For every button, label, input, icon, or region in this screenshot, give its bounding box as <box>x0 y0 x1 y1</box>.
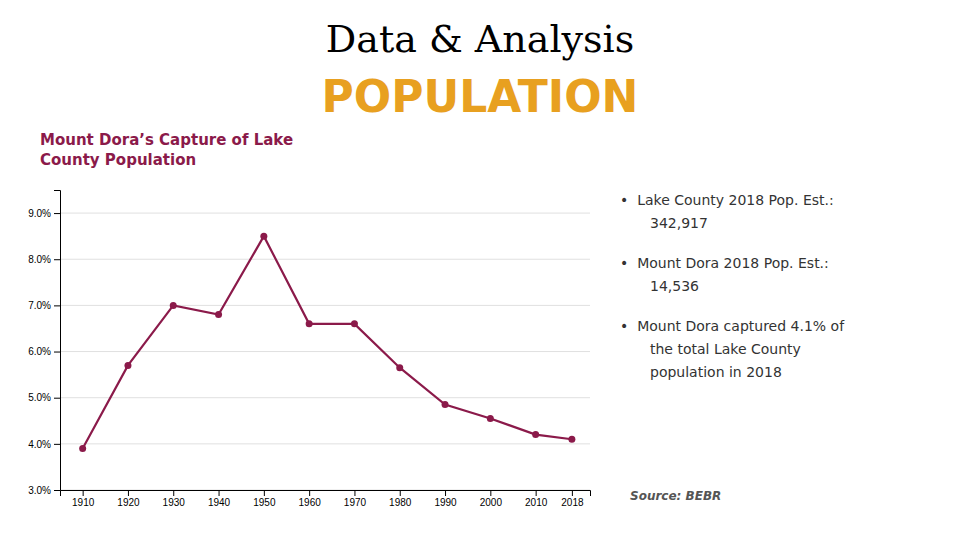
tick-label: 6.0% <box>28 346 51 357</box>
x-axis: 1910 1920 1930 1940 1950 1960 1970 1980 1990 2000… <box>61 490 591 508</box>
tick-label: 1940 <box>208 497 231 508</box>
source: Source: BEBR <box>630 489 721 503</box>
tick: 1990 <box>434 490 457 508</box>
point <box>124 362 131 369</box>
tick: 8.0% <box>28 254 60 265</box>
tick: 9.0% <box>28 208 60 219</box>
annotation: • Mount Dora captured 4.1% of <box>620 318 845 334</box>
tick-mark <box>490 490 491 496</box>
tick: 2000 <box>480 490 503 508</box>
axis-line <box>54 191 61 491</box>
tick: 4.0% <box>28 439 60 450</box>
annotation: the total Lake County <box>650 341 801 357</box>
tick: 5.0% <box>28 392 60 403</box>
point <box>568 436 575 443</box>
tick-label: 3.0% <box>28 485 51 496</box>
point <box>170 302 177 309</box>
grid-line <box>60 213 590 214</box>
point <box>351 320 358 327</box>
tick-mark <box>128 490 129 496</box>
point <box>306 320 313 327</box>
point <box>79 445 86 452</box>
tick-label: 4.0% <box>28 439 51 450</box>
tick: 1980 <box>389 490 412 508</box>
tick: 7.0% <box>28 300 60 311</box>
annotation: POPULATION <box>322 71 639 122</box>
tick-label: 8.0% <box>28 254 51 265</box>
point <box>487 415 494 422</box>
point <box>260 233 267 240</box>
tick-mark <box>536 490 537 496</box>
annotation: • Lake County 2018 Pop. Est.: <box>620 192 834 208</box>
tick-label: 9.0% <box>28 208 51 219</box>
grid-line <box>60 397 590 398</box>
tick-mark <box>54 398 60 399</box>
line <box>83 236 572 448</box>
chart: Data & Analysis POPULATION Mount Dora’s Ca… <box>0 0 960 540</box>
grid-line <box>60 305 590 306</box>
tick-label: 1930 <box>163 497 186 508</box>
tick-label: 1950 <box>253 497 276 508</box>
grid-line <box>60 259 590 260</box>
point <box>215 311 222 318</box>
tick-mark <box>400 490 401 496</box>
y-axis: 3.0% 4.0% 5.0% 6.0% 7.0% 8.0% 9.0% <box>28 191 60 496</box>
tick-label: 2010 <box>525 497 548 508</box>
tick-mark <box>219 490 220 496</box>
tick-mark <box>54 352 60 353</box>
tick: 2010 <box>525 490 548 508</box>
tick-mark <box>572 490 573 496</box>
tick-label: 1970 <box>344 497 367 508</box>
tick: 3.0% <box>28 485 60 496</box>
point <box>532 431 539 438</box>
tick: 1970 <box>344 490 367 508</box>
tick-mark <box>354 490 355 496</box>
tick-mark <box>445 490 446 496</box>
tick-mark <box>54 490 60 491</box>
tick-mark <box>309 490 310 496</box>
subtitle: Mount Dora’s Capture of Lake <box>40 131 293 149</box>
annotation: 14,536 <box>650 278 699 294</box>
axis-line <box>61 491 591 497</box>
grid <box>60 213 590 490</box>
annotation: population in 2018 <box>650 364 782 380</box>
tick: 1910 <box>72 490 95 508</box>
tick: 1920 <box>117 490 140 508</box>
tick-mark <box>173 490 174 496</box>
tick-mark <box>54 305 60 306</box>
annotation: 342,917 <box>650 215 708 231</box>
tick-label: 1980 <box>389 497 412 508</box>
tick-label: 1960 <box>299 497 322 508</box>
tick-label: 2000 <box>480 497 503 508</box>
plot-area <box>79 233 575 452</box>
point <box>442 401 449 408</box>
tick: 2018 <box>561 490 584 508</box>
point <box>396 364 403 371</box>
tick-mark <box>83 490 84 496</box>
tick-mark <box>54 213 60 214</box>
tick: 6.0% <box>28 346 60 357</box>
subtitle: County Population <box>40 151 196 169</box>
tick: 1950 <box>253 490 276 508</box>
tick-mark <box>54 259 60 260</box>
tick-label: 5.0% <box>28 392 51 403</box>
tick-label: 1990 <box>434 497 457 508</box>
tick-label: 1920 <box>117 497 140 508</box>
tick: 1930 <box>163 490 186 508</box>
tick-label: 7.0% <box>28 300 51 311</box>
tick: 1940 <box>208 490 231 508</box>
grid-line <box>60 443 590 444</box>
tick-mark <box>264 490 265 496</box>
tick-label: 2018 <box>561 497 584 508</box>
tick-label: 1910 <box>72 497 95 508</box>
annotation: • Mount Dora 2018 Pop. Est.: <box>620 255 829 271</box>
tick: 1960 <box>299 490 322 508</box>
title: Data & Analysis <box>326 17 634 61</box>
tick-mark <box>54 444 60 445</box>
